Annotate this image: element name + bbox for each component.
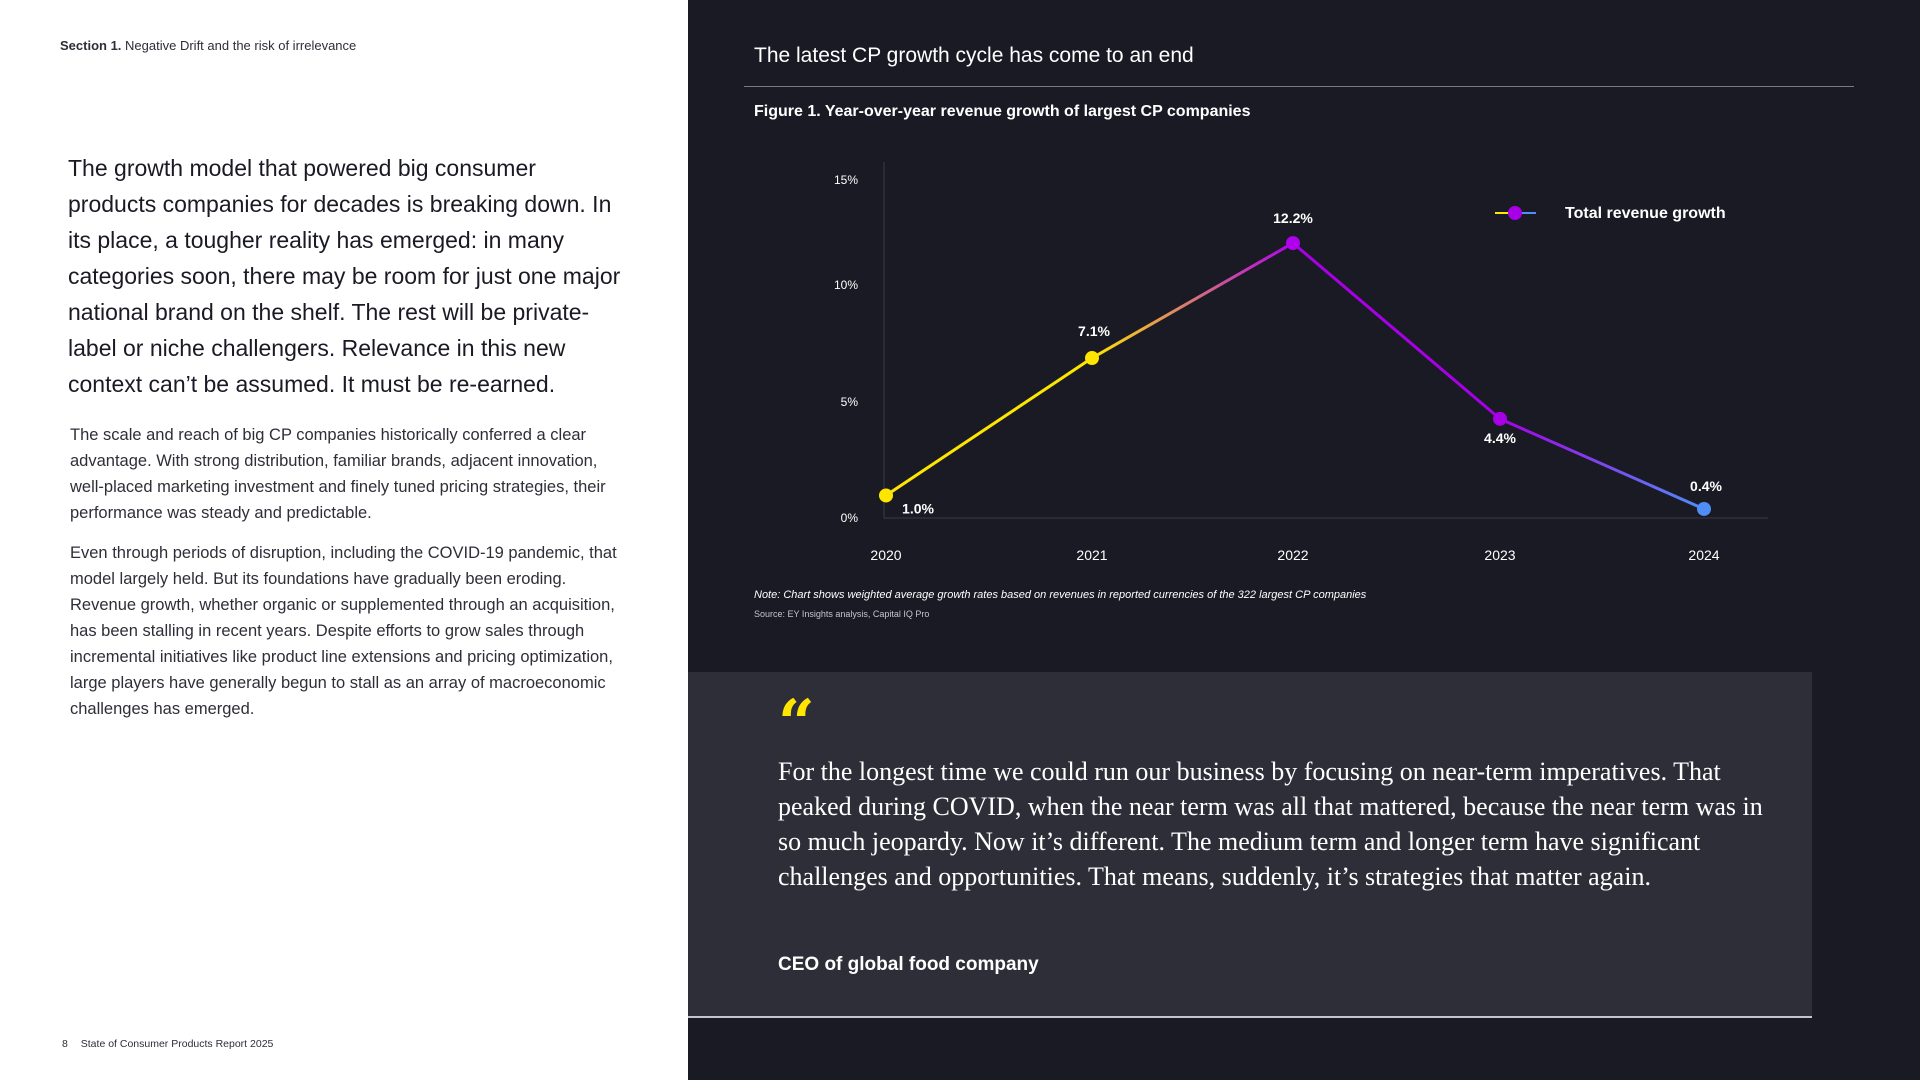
data-label: 7.1% — [1078, 323, 1110, 339]
quote-mark-icon: “ — [778, 686, 815, 761]
chart-axes: 0% 5% 10% 15% 2020 2021 2022 2023 2024 — [834, 162, 1768, 563]
data-label: 4.4% — [1484, 430, 1516, 446]
data-label: 1.0% — [902, 500, 934, 516]
y-tick-label: 5% — [841, 395, 859, 409]
chart-series: 1.0% 7.1% 12.2% 4.4% 0.4% — [879, 210, 1723, 516]
revenue-growth-chart: 0%5%10%15%2020 2021 2022 2023 2024 1.0%7.1%1… — [834, 162, 1768, 563]
series-line-segment — [1498, 417, 1706, 511]
y-tick-label: 15% — [834, 173, 858, 187]
lede-paragraph: The growth model that powered big consum… — [68, 155, 621, 397]
chart-source: Source: EY Insights analysis, Capital IQ… — [754, 609, 930, 619]
body-paragraph-1: The scale and reach of big CP companies … — [70, 426, 606, 522]
chart-legend: Total revenue growth — [1495, 205, 1726, 222]
right-column: The latest CP growth cycle has come to a… — [688, 0, 1920, 1080]
report-title: State of Consumer Products Report 2025 — [80, 1038, 274, 1050]
x-tick-label: 2022 — [1277, 547, 1308, 563]
body-paragraph-2: Even through periods of disruption, incl… — [70, 544, 617, 718]
series-line-segment — [1291, 241, 1502, 421]
series-line-segment — [884, 356, 1094, 497]
figure-title: Figure 1. Year-over-year revenue growth … — [754, 103, 1251, 120]
quote-panel — [688, 672, 1812, 1018]
x-tick-label: 2024 — [1688, 547, 1719, 563]
data-point — [879, 488, 893, 503]
x-tick-label: 2021 — [1076, 547, 1107, 563]
chart-note: Note: Chart shows weighted average growt… — [754, 589, 1367, 601]
section-label: Section 1. Negative Drift and the risk o… — [60, 38, 356, 53]
section-name: Negative Drift and the risk of irrelevan… — [125, 38, 357, 53]
page-number: 8 — [62, 1038, 68, 1050]
page-footer: 8 State of Consumer Products Report 2025 — [62, 1038, 273, 1050]
x-tick-label: 2020 — [870, 547, 901, 563]
panel-title: The latest CP growth cycle has come to a… — [754, 44, 1194, 67]
header-divider — [744, 86, 1854, 87]
data-point — [1493, 411, 1507, 426]
data-label: 0.4% — [1690, 478, 1722, 494]
data-point — [1085, 351, 1099, 366]
y-tick-label: 10% — [834, 278, 858, 292]
x-tick-label: 2023 — [1484, 547, 1515, 563]
series-line-segment — [1090, 241, 1295, 360]
section-number: Section 1. — [60, 38, 122, 53]
left-column: Section 1. Negative Drift and the risk o… — [0, 0, 688, 1080]
data-point — [1697, 501, 1711, 516]
quote-author: CEO of global food company — [778, 954, 1039, 975]
data-label: 12.2% — [1273, 210, 1313, 226]
legend-marker — [1508, 206, 1522, 220]
legend-label: Total revenue growth — [1565, 205, 1726, 222]
quote-text: For the longest time we could run our bu… — [778, 757, 1763, 891]
y-tick-label: 0% — [841, 511, 859, 525]
data-point — [1286, 236, 1300, 251]
